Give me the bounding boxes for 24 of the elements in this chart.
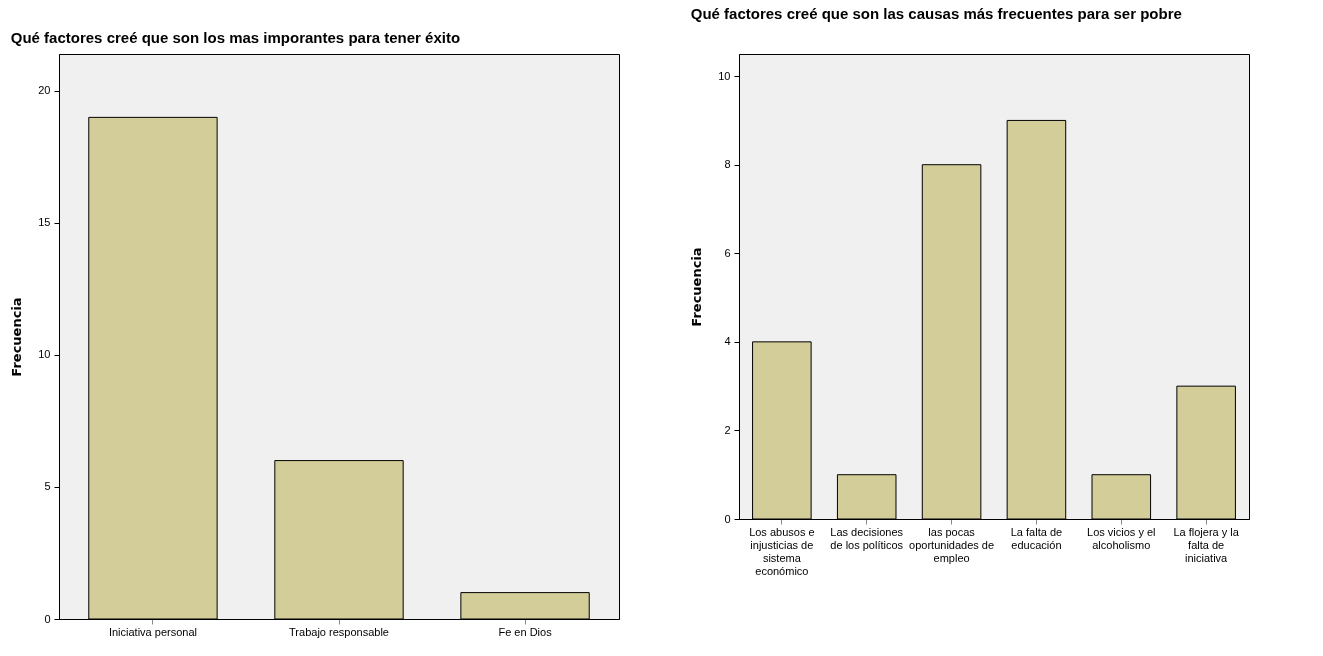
chart-title: Qué factores creé que son los mas imporantes para tener éxito [10, 29, 461, 46]
y-tick-label: 15 [38, 216, 51, 229]
y-tick-label: 0 [724, 512, 731, 525]
y-tick-label: 2 [724, 423, 731, 436]
y-axis-title: Frecuencia [9, 297, 25, 377]
x-tick-label: Fe en Dios [498, 625, 553, 638]
x-tick-label: Las decisiones de los políticos [830, 525, 904, 551]
x-tick-label: La flojera y la falta de iniciativa [1173, 525, 1240, 564]
y-axis-title: Frecuencia [689, 247, 705, 327]
y-tick-label: 5 [44, 480, 51, 493]
y-tick-label: 20 [38, 84, 51, 97]
x-tick-label: Trabajo responsable [289, 625, 389, 638]
x-tick-label: Los vicios y el alcoholismo [1087, 525, 1156, 551]
y-tick-label: 4 [724, 335, 731, 348]
x-tick-label: las pocas oportunidades de empleo [909, 525, 995, 564]
x-tick-label: Los abusos e injusticias de sistema económico [749, 525, 815, 577]
y-tick-label: 0 [44, 612, 51, 625]
x-tick-label: La falta de educación [1010, 525, 1063, 551]
y-tick-label: 8 [724, 158, 731, 171]
chart-title: Qué factores creé que son las causas más frecuentes para ser pobre [690, 5, 1182, 22]
y-tick-label: 6 [724, 246, 731, 259]
y-tick-label: 10 [38, 348, 51, 361]
y-tick-label: 10 [718, 69, 731, 82]
x-tick-label: Iniciativa personal [108, 625, 197, 638]
